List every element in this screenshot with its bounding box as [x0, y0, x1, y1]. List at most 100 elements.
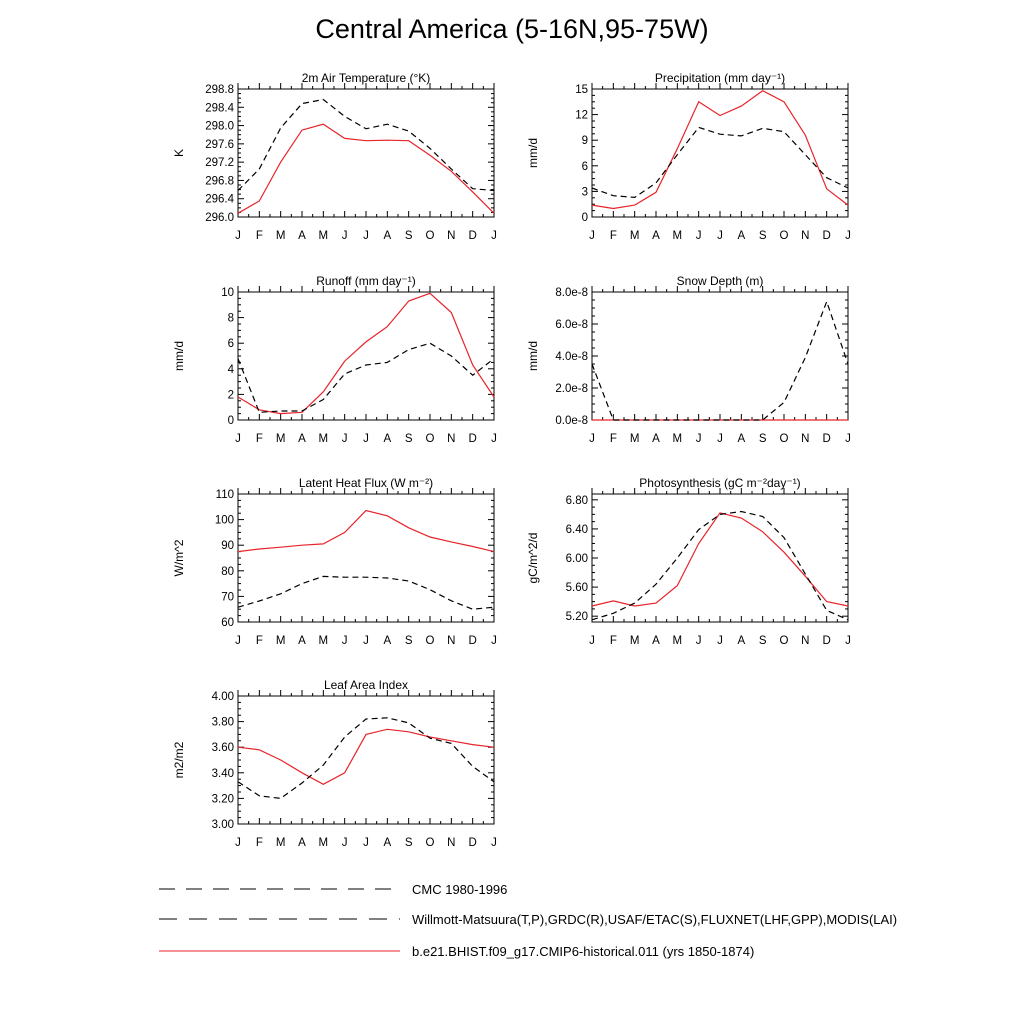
panel-title: Photosynthesis (gC m⁻²day⁻¹) — [639, 476, 800, 490]
panel-title: Snow Depth (m) — [677, 274, 764, 288]
x-tick-label: A — [652, 230, 660, 242]
y-tick-label: 12 — [575, 110, 588, 122]
y-tick-label: 5.60 — [566, 582, 588, 594]
y-tick-label: 5.20 — [566, 611, 588, 623]
x-tick-label: F — [610, 635, 617, 647]
y-tick-label: 296.4 — [205, 194, 234, 206]
x-tick-label: D — [469, 837, 477, 849]
y-tick-label: 8 — [228, 313, 234, 325]
x-tick-label: J — [491, 433, 497, 445]
panel-title: 2m Air Temperature (°K) — [302, 71, 431, 85]
x-tick-label: J — [363, 635, 369, 647]
y-axis-label: W/m^2 — [172, 539, 186, 576]
x-tick-label: D — [469, 433, 477, 445]
x-tick-label: F — [256, 433, 263, 445]
x-tick-label: F — [256, 635, 263, 647]
x-tick-label: M — [276, 230, 286, 242]
x-tick-label: J — [491, 230, 497, 242]
x-tick-label: J — [363, 230, 369, 242]
x-tick-label: J — [696, 433, 702, 445]
observed-series-line — [591, 299, 849, 421]
x-tick-label: F — [610, 230, 617, 242]
x-tick-label: M — [319, 837, 329, 849]
x-tick-label: F — [610, 433, 617, 445]
observed-series-line — [237, 98, 495, 192]
panel-4: Snow Depth (m)J F M A M J J A S O N D J0.0e-82.0e-84… — [526, 274, 851, 445]
y-tick-label: 298.4 — [205, 102, 234, 114]
x-tick-label: N — [447, 635, 455, 647]
x-tick-label: J — [235, 230, 241, 242]
y-tick-label: 90 — [221, 540, 234, 552]
x-tick-label: J — [589, 433, 595, 445]
x-tick-label: M — [630, 635, 640, 647]
y-tick-label: 6 — [582, 161, 588, 173]
x-tick-label: M — [319, 635, 329, 647]
x-tick-label: J — [342, 230, 348, 242]
x-tick-label: J — [589, 230, 595, 242]
x-tick-label: D — [823, 635, 831, 647]
x-tick-label: J — [342, 837, 348, 849]
panel-6: Photosynthesis (gC m⁻²day⁻¹)J F M A M J J A S O N D… — [526, 476, 851, 647]
plot-frame — [237, 695, 495, 825]
x-tick-label: O — [426, 433, 435, 445]
model-series-line — [591, 89, 849, 210]
panels: 2m Air Temperature (°K)J F M A M J J A S O N D J296.… — [172, 71, 851, 849]
x-tick-label: S — [405, 230, 413, 242]
y-tick-label: 6 — [228, 338, 234, 350]
x-tick-label: M — [673, 433, 683, 445]
y-tick-label: 3.80 — [212, 717, 234, 729]
legend: CMC 1980-1996 Willmott-Matsuura(T,P),GRDC… — [159, 882, 897, 959]
y-tick-label: 297.6 — [205, 139, 234, 151]
x-tick-label: J — [589, 635, 595, 647]
plot-frame — [237, 493, 495, 623]
x-tick-label: M — [673, 230, 683, 242]
y-tick-label: 8.0e-8 — [555, 287, 588, 299]
y-tick-label: 4.00 — [212, 691, 234, 703]
x-tick-label: A — [383, 433, 391, 445]
panel-title: Precipitation (mm day⁻¹) — [655, 71, 785, 85]
x-tick-label: F — [256, 230, 263, 242]
panel-title: Latent Heat Flux (W m⁻²) — [299, 476, 433, 490]
panel-title: Runoff (mm day⁻¹) — [316, 274, 415, 288]
x-tick-label: A — [737, 635, 745, 647]
x-tick-label: S — [405, 635, 413, 647]
y-tick-label: 6.40 — [566, 524, 588, 536]
legend-label: CMC 1980-1996 — [412, 882, 507, 897]
model-series-line — [237, 123, 495, 214]
x-tick-label: M — [276, 433, 286, 445]
observed-series-line — [591, 126, 849, 199]
y-tick-label: 3 — [582, 186, 588, 198]
x-tick-label: S — [405, 433, 413, 445]
y-tick-label: 6.00 — [566, 553, 588, 565]
observed-series-line — [237, 717, 495, 800]
x-tick-label: F — [256, 837, 263, 849]
plot-frame — [591, 291, 849, 421]
y-axis-label: mm/d — [172, 341, 186, 371]
x-tick-label: J — [342, 635, 348, 647]
y-axis-label: mm/d — [526, 138, 540, 168]
x-tick-label: A — [383, 635, 391, 647]
y-axis-label: K — [172, 149, 186, 157]
x-tick-label: D — [469, 230, 477, 242]
y-tick-label: 296.8 — [205, 175, 234, 187]
y-tick-label: 3.00 — [212, 819, 234, 831]
x-tick-label: S — [759, 230, 767, 242]
model-series-line — [237, 509, 495, 553]
x-tick-label: S — [759, 433, 767, 445]
panel-5: Latent Heat Flux (W m⁻²)J F M A M J J A S O N D J607… — [172, 476, 497, 647]
y-tick-label: 0.0e-8 — [555, 415, 588, 427]
x-tick-label: A — [737, 230, 745, 242]
x-tick-label: M — [319, 433, 329, 445]
x-tick-label: J — [845, 635, 851, 647]
x-tick-label: N — [801, 635, 809, 647]
y-tick-label: 2.0e-8 — [555, 383, 588, 395]
x-tick-label: A — [383, 837, 391, 849]
y-axis-label: mm/d — [526, 341, 540, 371]
panel-3: Runoff (mm day⁻¹)J F M A M J J A S O N D J0246810mm/… — [172, 274, 497, 445]
x-tick-label: A — [383, 230, 391, 242]
x-tick-label: J — [235, 635, 241, 647]
x-tick-label: O — [426, 635, 435, 647]
plot-frame — [237, 88, 495, 218]
y-tick-label: 6.80 — [566, 495, 588, 507]
